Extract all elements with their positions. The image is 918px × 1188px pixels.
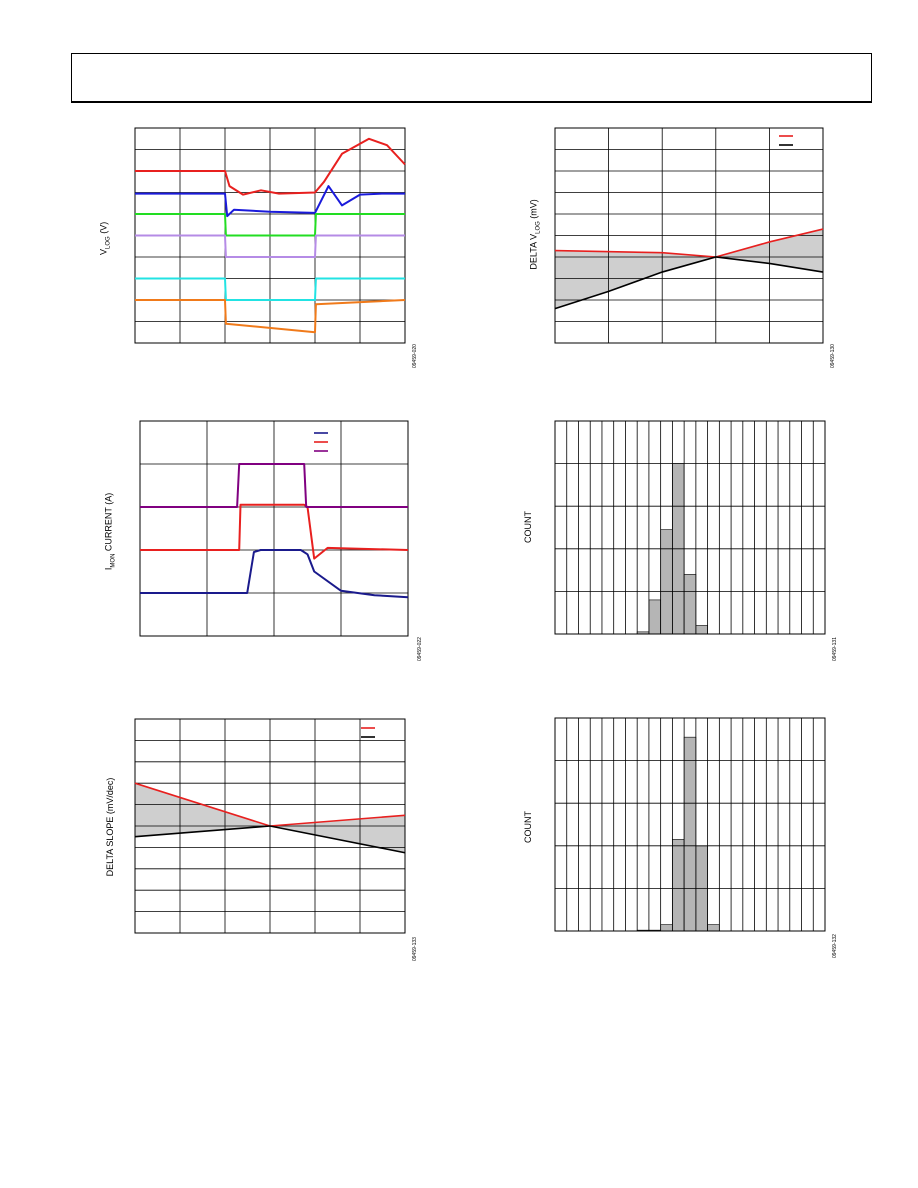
- chart4-ylabel: COUNT: [523, 511, 533, 543]
- plot-frame: [139, 420, 409, 637]
- plot-frame: [554, 127, 824, 344]
- chart3-plot: [139, 420, 409, 637]
- chart1-ylabel: VLOG (V): [98, 221, 112, 255]
- chart1-series-2-line: [135, 185, 405, 218]
- chart6-ylabel: COUNT: [523, 811, 533, 843]
- chart5-series-2-line: [134, 825, 406, 854]
- chart1-series-1-line: [135, 137, 406, 196]
- chart4-bar-12: [683, 574, 697, 635]
- chart1-plot: [134, 127, 406, 344]
- chart6-figure-id: 09459-132: [832, 934, 838, 958]
- chart1-series-5-line: [135, 277, 405, 301]
- plot-frame: [554, 717, 826, 932]
- chart1-figure-id: 09459-020: [412, 344, 418, 368]
- plot-frame: [134, 718, 406, 934]
- chart2-ylabel: DELTA VLOG (mV): [528, 199, 542, 270]
- chart1-series-4-line: [135, 234, 405, 258]
- chart5-shaded-band: [135, 783, 405, 853]
- chart4-bar-10: [660, 529, 673, 635]
- chart4-plot: [554, 420, 826, 635]
- chart3-series-1-line: [140, 549, 409, 599]
- chart4-figure-id: 09459-131: [832, 637, 838, 661]
- chart2-plot: [554, 127, 824, 344]
- plot-frame: [554, 420, 826, 635]
- page-header: [71, 53, 872, 103]
- chart6-bar-10: [660, 924, 673, 932]
- chart3-figure-id: 09459-022: [417, 637, 423, 661]
- chart5-figure-id: 09459-133: [412, 937, 418, 961]
- chart3-ylabel: IMON CURRENT (A): [103, 492, 117, 571]
- chart4-bar-13: [695, 625, 708, 635]
- chart6-plot: [554, 717, 826, 932]
- chart2-shaded-band: [555, 229, 823, 309]
- chart4-bar-9: [648, 599, 661, 635]
- chart1-series-3-line: [135, 213, 405, 237]
- chart3-series-3-line: [140, 463, 408, 508]
- chart1-series-6-line: [135, 299, 406, 334]
- chart2-figure-id: 09459-130: [830, 344, 836, 368]
- chart6-bar-14: [707, 924, 720, 932]
- chart5-ylabel: DELTA SLOPE (mV/dec): [105, 777, 115, 877]
- chart5-plot: [134, 718, 406, 934]
- chart2-series-2-line: [554, 256, 824, 310]
- chart6-bar-12: [683, 736, 697, 932]
- chart6-bar-11: [672, 839, 685, 932]
